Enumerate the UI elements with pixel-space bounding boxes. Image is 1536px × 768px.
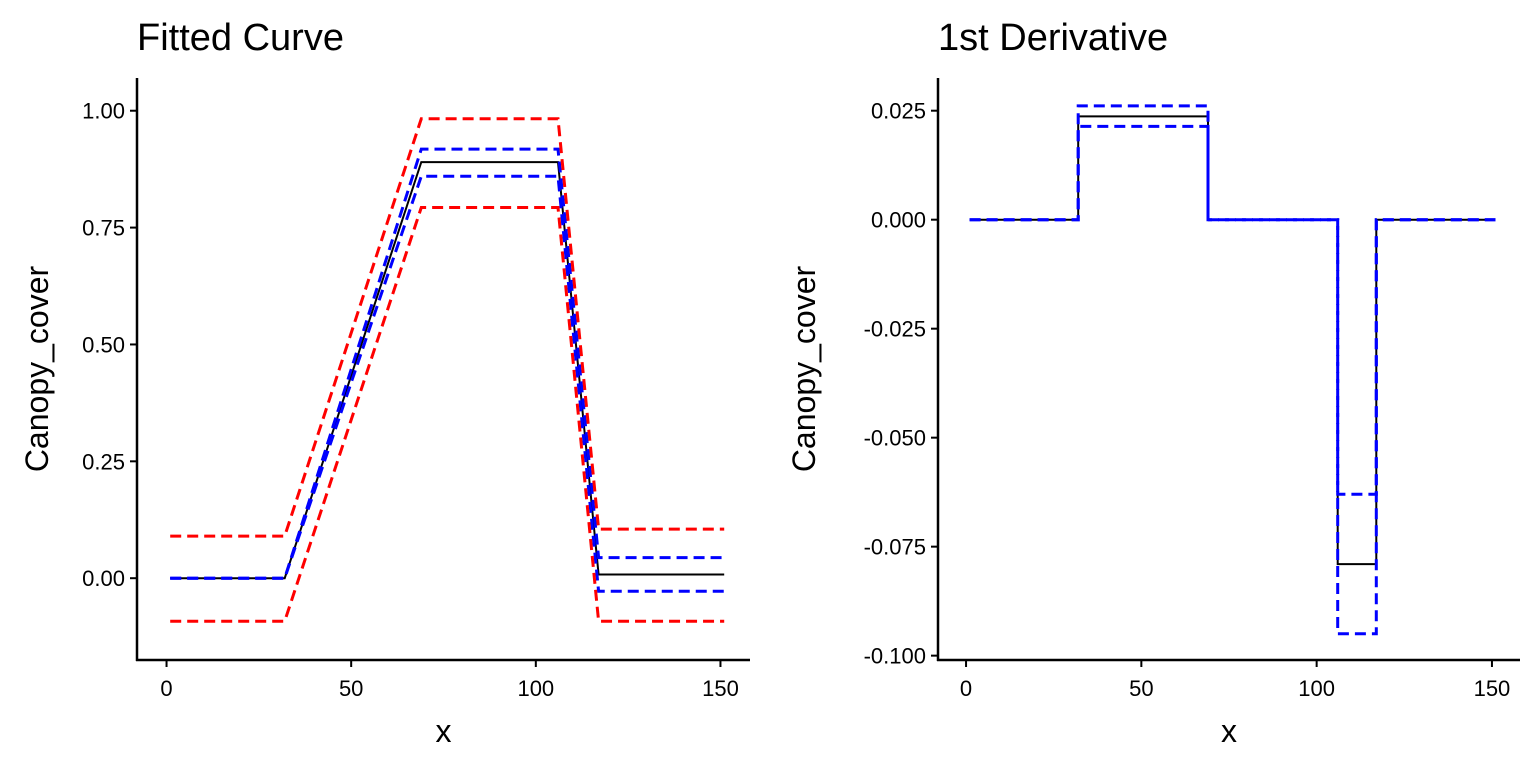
x-tick-label: 150: [1474, 676, 1511, 701]
chart-title: 1st Derivative: [938, 17, 1168, 59]
x-tick-label: 0: [160, 676, 172, 701]
y-tick-label: 0.00: [82, 566, 125, 591]
x-axis-label: x: [436, 713, 452, 749]
y-tick-label: -0.050: [864, 426, 926, 451]
y-tick-label: -0.100: [864, 644, 926, 669]
fitted-curve-panel: Fitted Curve 0.00 0.25 0.50 0.75 1.00 0 50 100 15…: [19, 17, 750, 749]
x-tick-label: 50: [339, 676, 363, 701]
x-tick-label: 150: [702, 676, 739, 701]
y-tick-label: -0.025: [864, 317, 926, 342]
x-tick-label: 50: [1129, 676, 1153, 701]
series-line-2: [969, 124, 1496, 636]
x-tick-label: 0: [960, 676, 972, 701]
y-tick-label: 1.00: [82, 99, 125, 124]
series-line-2: [170, 174, 725, 593]
first-derivative-panel: 1st Derivative 0.025 0.000 -0.025 -0.050 -0.0…: [786, 17, 1520, 749]
series-line-0: [170, 161, 725, 580]
x-axis-label: x: [1221, 713, 1237, 749]
x-tick-label: 100: [1298, 676, 1335, 701]
series-line-1: [969, 104, 1496, 496]
y-tick-label: 0.000: [871, 208, 926, 233]
y-tick-label: 0.75: [82, 216, 125, 241]
y-tick-label: 0.50: [82, 332, 125, 357]
y-tick-label: -0.075: [864, 535, 926, 560]
series-line-3: [170, 117, 725, 538]
chart-title: Fitted Curve: [137, 17, 344, 59]
y-axis-label: Canopy_cover: [786, 265, 822, 472]
series-line-0: [969, 115, 1496, 566]
series-line-1: [170, 147, 725, 580]
y-tick-label: 0.025: [871, 99, 926, 124]
series-line-4: [170, 206, 725, 623]
x-tick-label: 100: [517, 676, 554, 701]
y-tick-label: 0.25: [82, 449, 125, 474]
y-axis-label: Canopy_cover: [19, 265, 55, 472]
